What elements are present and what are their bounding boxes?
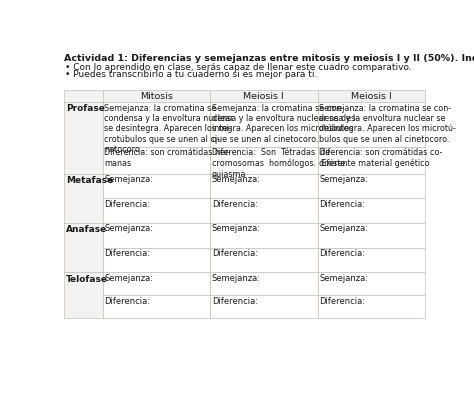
Text: Diferencia:: Diferencia:	[319, 297, 365, 306]
Bar	[318, 247, 425, 272]
Text: Diferencia: son cromátidas co-
diferente material genético: Diferencia: son cromátidas co- diferente…	[319, 148, 443, 168]
Bar	[210, 147, 318, 174]
Bar	[103, 90, 210, 102]
Text: Diferencia:  Son  Tétradas  de
cromosomas  homólogos.  Existe
quiasma: Diferencia: Son Tétradas de cromosomas h…	[212, 148, 345, 178]
Bar	[210, 223, 318, 247]
Text: Telofase: Telofase	[66, 275, 108, 284]
Text: Semejanza:: Semejanza:	[104, 225, 153, 233]
Bar	[318, 295, 425, 318]
Text: • Con lo aprendido en clase, serás capaz de llenar este cuadro comparativo.: • Con lo aprendido en clase, serás capaz…	[65, 63, 412, 72]
Bar	[103, 295, 210, 318]
Text: Diferencia:: Diferencia:	[212, 200, 258, 209]
Bar	[210, 247, 318, 272]
Text: Diferencia:: Diferencia:	[319, 249, 365, 258]
Bar	[64, 174, 103, 223]
Bar	[103, 147, 210, 174]
Text: Semejanza:: Semejanza:	[319, 274, 368, 283]
Text: Semejanza:: Semejanza:	[104, 175, 153, 184]
Bar	[64, 272, 103, 318]
Text: Semejanza: la cromatina se con-
densa y la envoltura nuclear se des-
integra. Ap: Semejanza: la cromatina se con- densa y …	[212, 103, 358, 144]
Text: Diferencia:: Diferencia:	[104, 200, 150, 209]
Bar	[318, 90, 425, 102]
Text: • Puedes transcribirlo a tu cuaderno si es mejor para ti.: • Puedes transcribirlo a tu cuaderno si …	[65, 71, 318, 79]
Bar	[318, 174, 425, 198]
Bar	[210, 198, 318, 223]
Bar	[103, 174, 210, 198]
Text: Semejanza:: Semejanza:	[212, 225, 261, 233]
Text: Diferencia: son cromátidas her-
manas: Diferencia: son cromátidas her- manas	[104, 148, 231, 168]
Text: Semejanza: la cromatina se
condensa y la envoltura nuclear
se desintegra. Aparec: Semejanza: la cromatina se condensa y la…	[104, 103, 234, 154]
Text: Diferencia:: Diferencia:	[104, 249, 150, 258]
Text: Diferencia:: Diferencia:	[104, 297, 150, 306]
Text: Meiosis I: Meiosis I	[351, 92, 392, 101]
Bar	[318, 147, 425, 174]
Text: Metafase: Metafase	[66, 176, 113, 185]
Text: Profase: Profase	[66, 104, 105, 113]
Text: Mitosis: Mitosis	[140, 92, 173, 101]
Text: Semejanza:: Semejanza:	[104, 274, 153, 283]
Bar	[210, 295, 318, 318]
Bar	[103, 247, 210, 272]
Bar	[103, 272, 210, 295]
Text: Diferencia:: Diferencia:	[212, 249, 258, 258]
Bar	[210, 174, 318, 198]
Text: Semejanza: la cromatina se con-
densa y la envoltura nuclear se
desintegra. Apar: Semejanza: la cromatina se con- densa y …	[319, 103, 456, 144]
Text: Anafase: Anafase	[66, 225, 108, 234]
Bar	[64, 223, 103, 272]
Text: Meiosis I: Meiosis I	[244, 92, 284, 101]
Text: Diferencia:: Diferencia:	[212, 297, 258, 306]
Bar	[318, 102, 425, 147]
Text: Semejanza:: Semejanza:	[319, 225, 368, 233]
Bar	[318, 198, 425, 223]
Bar	[318, 223, 425, 247]
Text: Actividad 1: Diferencias y semejanzas entre mitosis y meiosis I y II (50%). Indi: Actividad 1: Diferencias y semejanzas en…	[64, 54, 474, 63]
Bar	[210, 272, 318, 295]
Bar	[318, 272, 425, 295]
Bar	[103, 198, 210, 223]
Bar	[210, 90, 318, 102]
Text: Diferencia:: Diferencia:	[319, 200, 365, 209]
Text: Semejanza:: Semejanza:	[212, 175, 261, 184]
Text: Semejanza:: Semejanza:	[212, 274, 261, 283]
Bar	[103, 223, 210, 247]
Bar	[64, 90, 103, 102]
Bar	[210, 102, 318, 147]
Text: Semejanza:: Semejanza:	[319, 175, 368, 184]
Bar	[64, 102, 103, 174]
Bar	[103, 102, 210, 147]
